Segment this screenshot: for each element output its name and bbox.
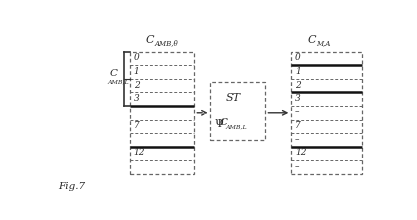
Text: C: C <box>308 35 316 45</box>
Text: C: C <box>109 69 118 78</box>
Text: 12: 12 <box>133 148 145 157</box>
Text: 1: 1 <box>133 67 139 76</box>
Text: 3: 3 <box>295 94 301 103</box>
Text: Ψ: Ψ <box>214 119 224 129</box>
Text: C: C <box>146 35 154 45</box>
Bar <box>130 52 194 174</box>
Text: –: – <box>295 108 300 117</box>
Text: 7: 7 <box>133 121 139 130</box>
Text: 7: 7 <box>295 121 301 130</box>
Text: AMB,L: AMB,L <box>107 80 129 85</box>
Bar <box>291 52 362 174</box>
Text: Fig.7: Fig.7 <box>58 182 86 191</box>
Text: 3: 3 <box>133 94 139 103</box>
Text: ST: ST <box>226 94 241 103</box>
Text: 1: 1 <box>295 67 301 76</box>
Bar <box>211 82 265 140</box>
Text: C: C <box>219 117 228 126</box>
Text: –: – <box>295 162 300 171</box>
Text: 2: 2 <box>133 81 139 90</box>
Text: 0: 0 <box>295 53 301 62</box>
Text: AMB,L: AMB,L <box>225 125 246 130</box>
Text: 0: 0 <box>133 53 139 62</box>
Text: AMB,θ: AMB,θ <box>154 39 178 47</box>
Text: 2: 2 <box>295 81 301 90</box>
Text: 12: 12 <box>295 148 306 157</box>
Text: M,A: M,A <box>316 39 331 47</box>
Text: –: – <box>295 135 300 144</box>
